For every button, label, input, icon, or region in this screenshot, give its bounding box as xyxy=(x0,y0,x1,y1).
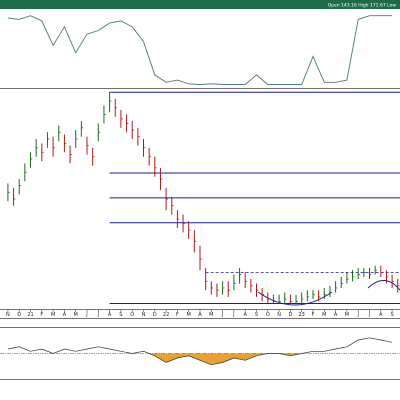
x-tick-label: 23 xyxy=(299,312,305,318)
x-tick-label: J xyxy=(85,312,87,318)
x-tick-label: J xyxy=(232,312,234,318)
x-tick-label: J xyxy=(221,312,223,318)
x-tick-label: A xyxy=(63,312,67,318)
oscillator-line xyxy=(7,15,393,85)
ohlc-readout: Open 143.16 High 171.67 Low xyxy=(328,3,397,9)
x-tick-label: F xyxy=(176,312,179,318)
x-tick-label: N xyxy=(6,312,10,318)
x-tick-label: J xyxy=(356,312,358,318)
x-tick-label: A xyxy=(243,312,247,318)
x-tick-label: S xyxy=(119,312,122,318)
x-tick-label: A xyxy=(108,312,112,318)
oscillator-line xyxy=(7,337,393,366)
x-tick-label: 21 xyxy=(27,312,33,318)
x-tick-label: A xyxy=(334,312,338,318)
x-tick-label: M xyxy=(74,312,78,318)
x-tick-label: M xyxy=(322,312,326,318)
x-tick-label: J xyxy=(368,312,370,318)
negative-area xyxy=(7,353,393,365)
x-tick-label: M xyxy=(51,312,55,318)
x-tick-label: O xyxy=(130,312,134,318)
x-tick-label: F xyxy=(312,312,315,318)
x-tick-label: O xyxy=(266,312,270,318)
x-tick-label: J xyxy=(97,312,99,318)
x-tick-label: A xyxy=(379,312,383,318)
x-tick-label: D xyxy=(288,312,292,318)
x-tick-label: M xyxy=(209,312,213,318)
x-tick-label: M xyxy=(345,312,349,318)
x-tick-label: N xyxy=(142,312,146,318)
x-tick-label: D xyxy=(153,312,157,318)
x-tick-label: N xyxy=(277,312,281,318)
header-bar xyxy=(0,0,400,9)
x-tick-label: 22 xyxy=(163,312,169,318)
x-tick-label: S xyxy=(255,312,258,318)
x-tick-label: D xyxy=(17,312,21,318)
x-tick-label: S xyxy=(390,312,393,318)
x-tick-label: F xyxy=(40,312,43,318)
x-tick-label: M xyxy=(187,312,191,318)
x-tick-label: A xyxy=(198,312,202,318)
